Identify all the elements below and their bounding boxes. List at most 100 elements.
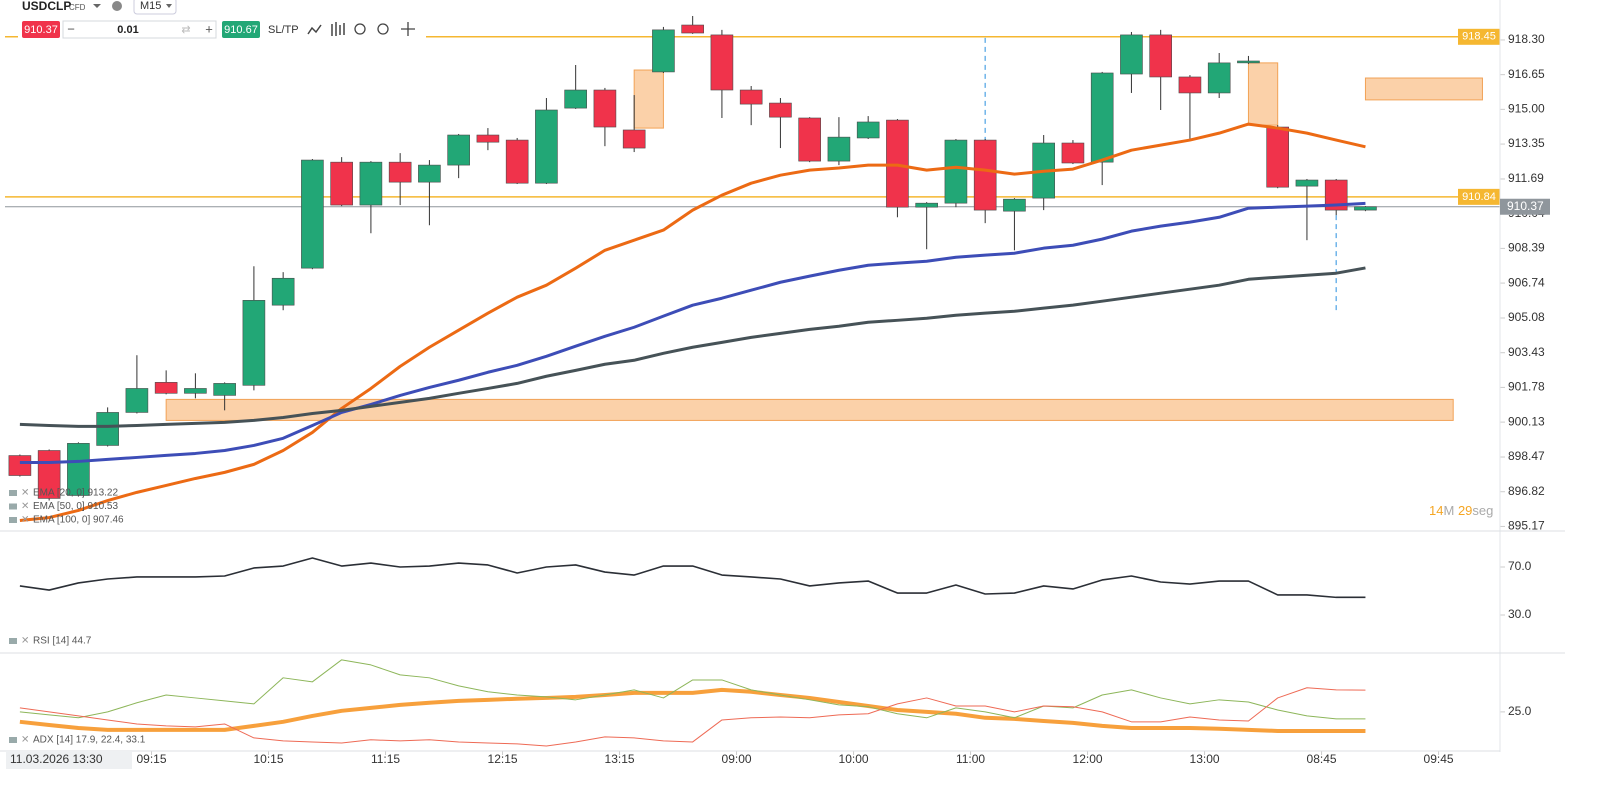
y-tick-label: 916.65 (1508, 67, 1545, 81)
minus-button[interactable]: − (67, 21, 75, 36)
x-tick-label: 13:00 (1190, 752, 1220, 766)
sl-tp[interactable]: SL/TP (268, 24, 299, 36)
candle-body (1354, 206, 1377, 211)
series-line (19, 659, 1366, 720)
candle-body (418, 164, 441, 183)
last-price-tag (1500, 198, 1550, 215)
level-tag (1458, 188, 1500, 205)
y-tick-label: 903.43 (1508, 345, 1545, 359)
candle-body (154, 382, 178, 394)
candle-body (1149, 34, 1172, 78)
start-label: 11.03.2026 13:30 (10, 752, 103, 766)
candle-body (973, 139, 997, 211)
candle-body (67, 443, 90, 496)
timer-seconds: 29 (1458, 503, 1472, 518)
legend-label: EMA [20, 0] 913.22 (33, 488, 118, 499)
level-label: 918.45 (1462, 31, 1496, 43)
candle-body (535, 109, 558, 184)
symbol-dropdown[interactable] (93, 4, 101, 8)
legend-icon (9, 638, 17, 644)
x-tick-label: 09:45 (1424, 752, 1454, 766)
info-icon[interactable] (112, 1, 122, 11)
x-tick-label: 13:15 (605, 752, 635, 766)
candle-body (301, 159, 324, 269)
zoom-in[interactable] (377, 23, 389, 35)
timeframe-box[interactable] (133, 0, 177, 15)
legend-label: ADX [14] 17.9, 22.4, 33.1 (33, 735, 146, 746)
x-tick-label: 09:00 (722, 752, 752, 766)
candle-body (798, 117, 821, 162)
sell-price[interactable]: 910.37 (24, 24, 58, 36)
candle-body (710, 34, 734, 91)
x-tick-label: 09:15 (137, 752, 167, 766)
series-line (19, 201, 1366, 464)
volume[interactable]: 0.01 (117, 24, 138, 36)
plus-button[interactable]: + (205, 21, 213, 36)
buy-price[interactable]: 910.67 (224, 24, 258, 36)
candle-body (1120, 34, 1143, 75)
candle-body (652, 29, 675, 73)
series-line (19, 687, 1366, 733)
legend-close: ✕ (21, 488, 29, 499)
candle-body (1237, 60, 1260, 64)
candle-body (184, 388, 207, 394)
level-label: 910.84 (1462, 191, 1496, 203)
candle-body (827, 136, 851, 162)
series-line (19, 122, 1366, 523)
candle-body (1178, 76, 1202, 94)
candle-tool[interactable] (331, 22, 345, 36)
y-tick-label: 915.00 (1508, 102, 1545, 116)
series-line (19, 266, 1366, 428)
symbol[interactable]: USDCLP (22, 0, 71, 13)
zone (1364, 77, 1483, 101)
x-tick-label: 11:00 (956, 752, 985, 766)
timeframe-dropdown[interactable] (166, 4, 172, 8)
series-line (19, 557, 1366, 599)
x-tick-label: 10:00 (839, 752, 869, 766)
candle-body (96, 412, 119, 446)
candle-body (242, 300, 266, 386)
timer: 14M 29seg (1429, 503, 1493, 518)
y-tick-label: 25.0 (1508, 704, 1532, 718)
y-tick-label: 913.35 (1508, 136, 1545, 150)
toolbar: USDCLP CFD M15 910.37 − 0.01 ⇄ + 910.67 … (0, 0, 426, 41)
line-tool[interactable] (307, 24, 322, 35)
last-price-label: 910.37 (1507, 199, 1544, 213)
zone (165, 398, 1454, 421)
swap-icon[interactable]: ⇄ (181, 24, 190, 36)
candle-body (1003, 198, 1026, 212)
timeframe[interactable]: M15 (140, 0, 161, 12)
y-tick-label: 900.13 (1508, 414, 1545, 428)
sell-button[interactable] (22, 21, 60, 38)
candle-body (330, 161, 353, 206)
x-tick-label: 10:15 (254, 752, 284, 766)
plot-layer: 918.30916.65915.00913.35911.69910.04908.… (5, 15, 1545, 766)
candle-body (622, 129, 646, 149)
y-tick-label: 30.0 (1508, 607, 1532, 621)
series-line (19, 687, 1366, 747)
candle-body (447, 134, 470, 166)
y-tick-label: 895.17 (1508, 519, 1545, 533)
candle-body (271, 277, 295, 306)
candle-body (1207, 62, 1231, 94)
zoom-out[interactable] (354, 23, 366, 35)
buy-button[interactable] (222, 21, 260, 38)
candle-body (564, 89, 587, 109)
legend-close: ✕ (21, 501, 29, 512)
candle-body (944, 139, 968, 204)
legend-label: EMA [100, 0] 907.46 (33, 515, 124, 526)
x-tick-label: 12:00 (1073, 752, 1103, 766)
y-tick-label: 901.78 (1508, 380, 1545, 394)
y-tick-label: 70.0 (1508, 559, 1532, 573)
symbol-type: CFD (69, 3, 86, 12)
timer-minutes: 14 (1429, 503, 1443, 518)
candle-body (1295, 179, 1319, 187)
crosshair-tool[interactable] (401, 22, 415, 36)
candle-body (739, 89, 763, 105)
legend-close: ✕ (21, 515, 29, 526)
candle-body (856, 121, 880, 139)
zone (1247, 62, 1279, 126)
candle-body (505, 139, 529, 184)
volume-field[interactable] (62, 20, 217, 39)
